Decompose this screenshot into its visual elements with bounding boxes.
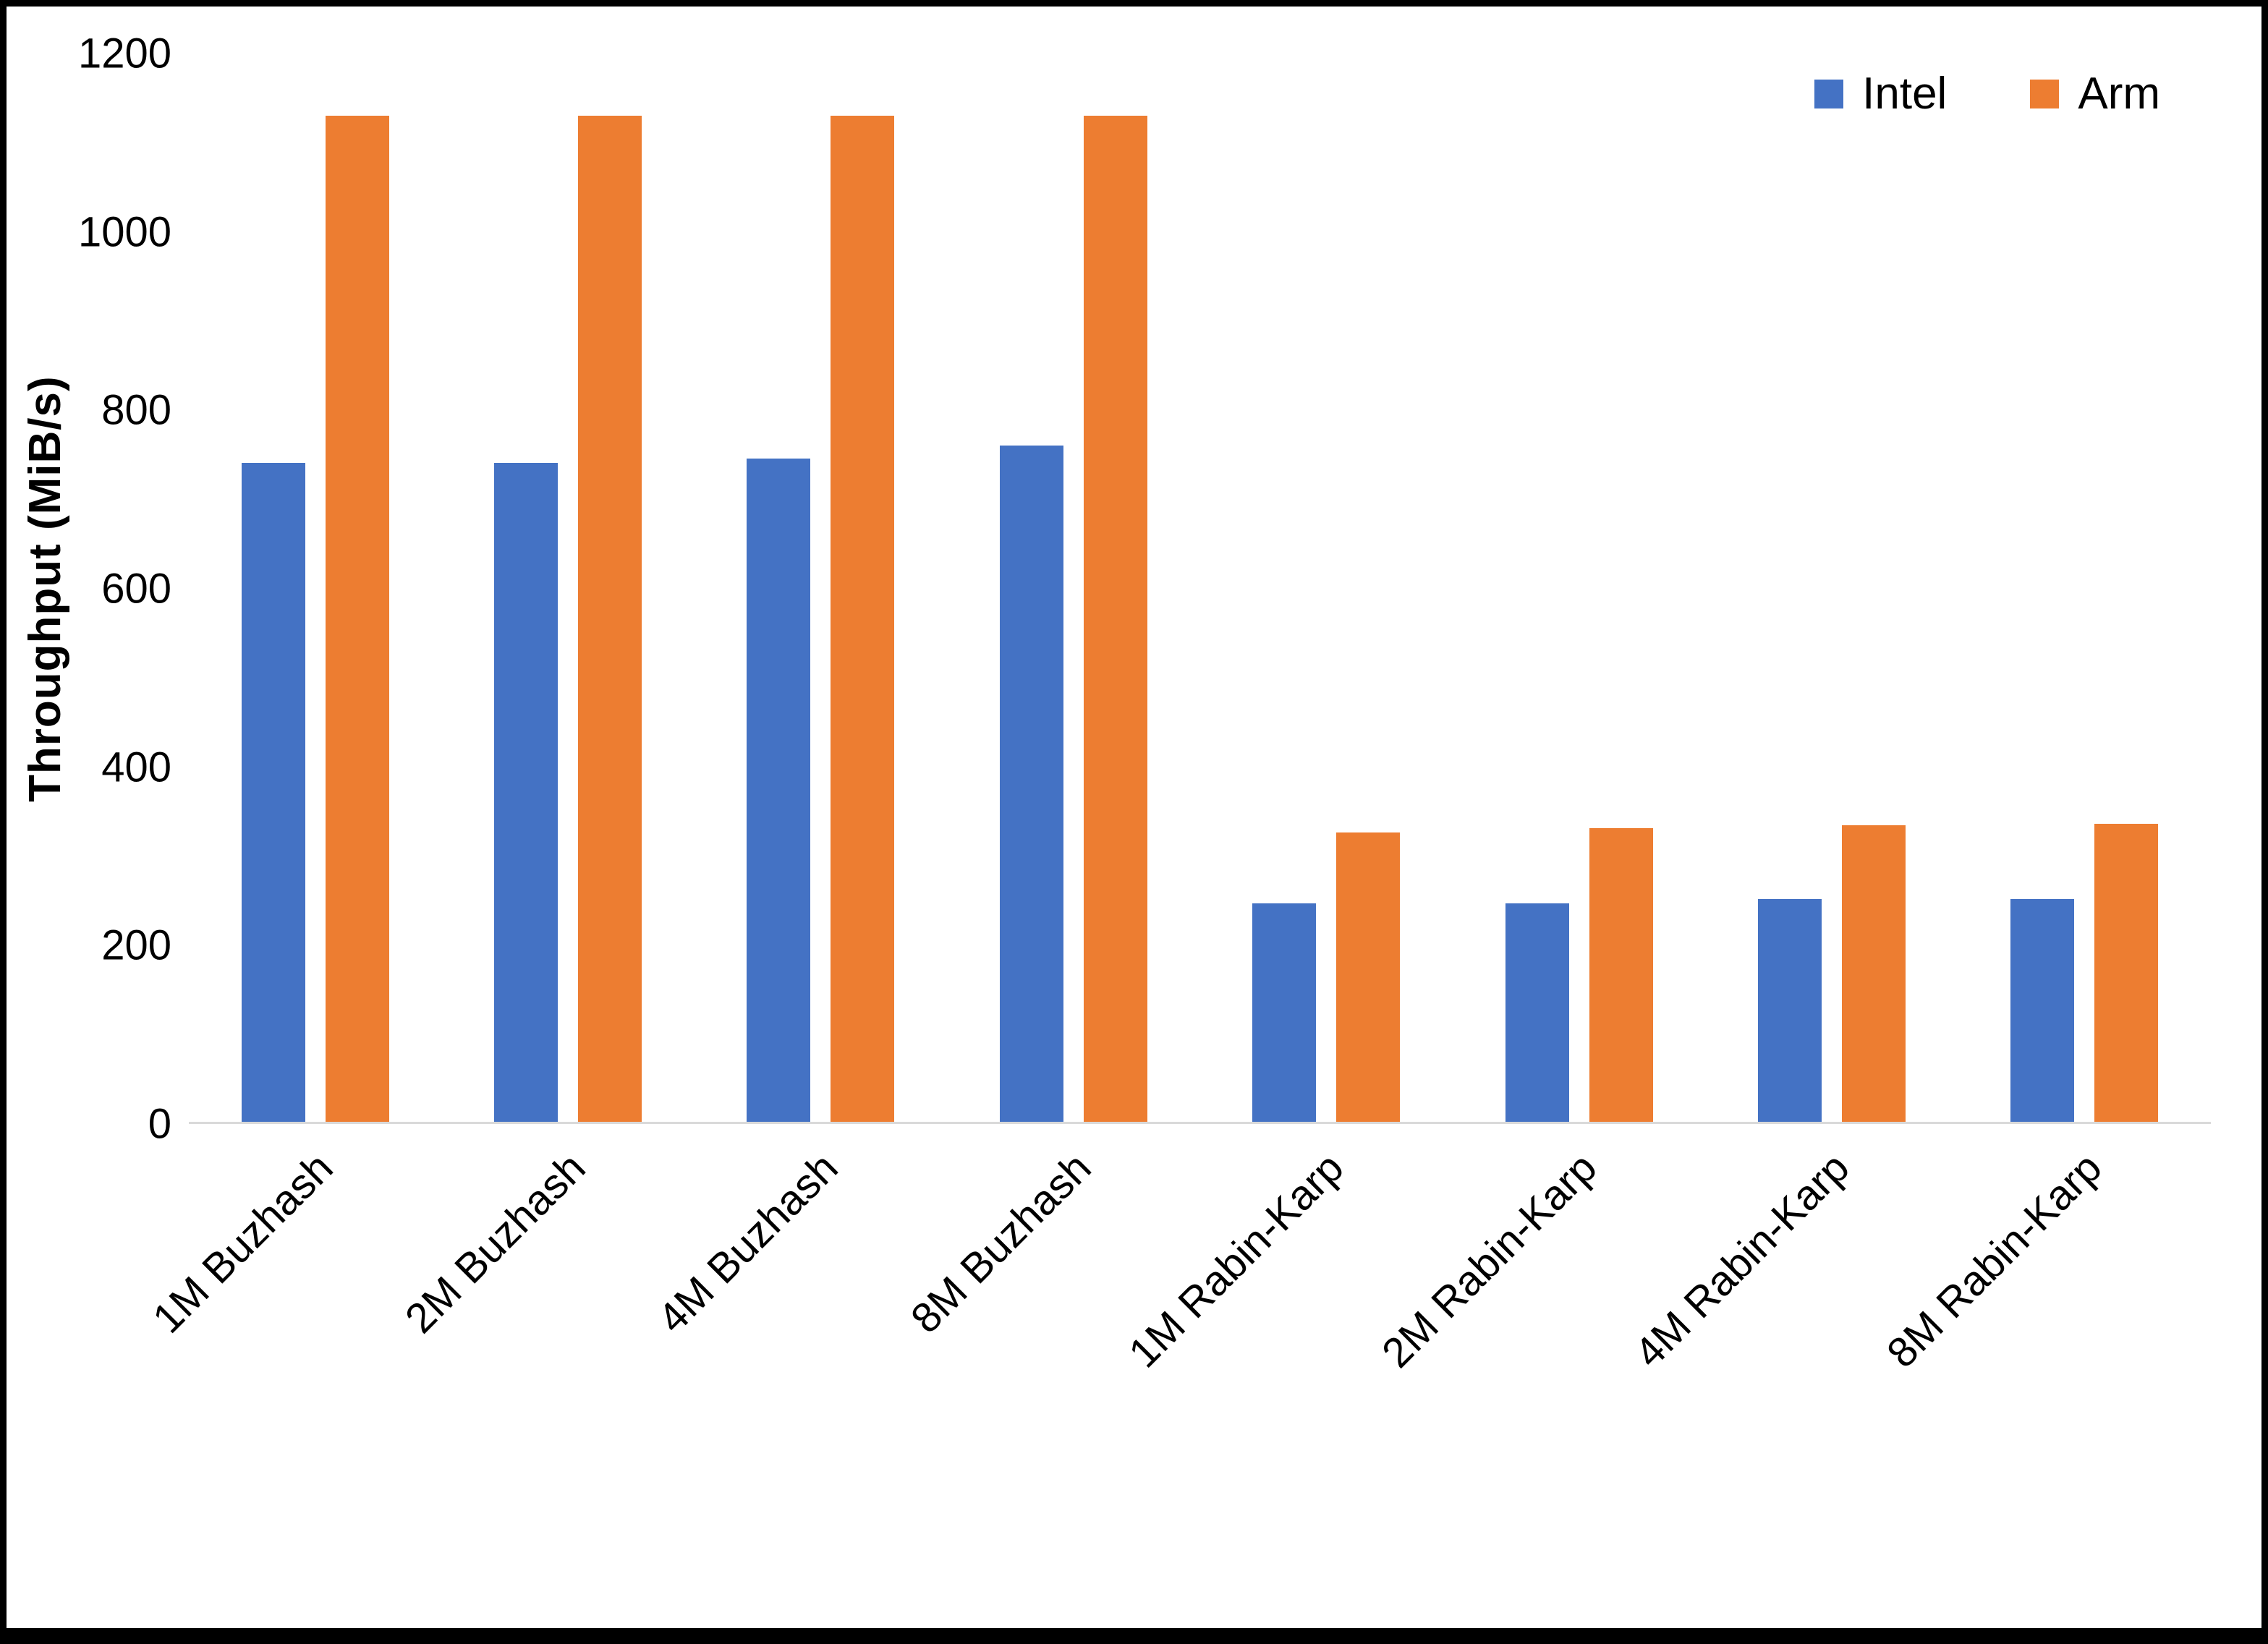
bar-group-7 bbox=[1705, 54, 1958, 1122]
legend-swatch-arm bbox=[2030, 79, 2060, 108]
bar-group-3 bbox=[695, 54, 947, 1122]
bar-arm-6 bbox=[1589, 827, 1653, 1122]
plot-area bbox=[189, 54, 2211, 1124]
legend-label-intel: Intel bbox=[1862, 69, 1948, 119]
bar-group-1 bbox=[189, 54, 441, 1122]
bar-intel-4 bbox=[999, 445, 1063, 1122]
y-tick-label: 200 bbox=[101, 921, 171, 969]
bar-group-2 bbox=[441, 54, 694, 1122]
legend-item-arm: Arm bbox=[2030, 68, 2160, 119]
bar-arm-8 bbox=[2094, 823, 2159, 1122]
bar-intel-3 bbox=[747, 459, 811, 1122]
bar-group-8 bbox=[1958, 54, 2211, 1122]
y-tick-label: 400 bbox=[101, 744, 171, 791]
y-tick-label: 1200 bbox=[77, 30, 171, 77]
bar-intel-2 bbox=[494, 463, 558, 1122]
y-tick-label: 600 bbox=[101, 565, 171, 613]
legend-item-intel: Intel bbox=[1814, 68, 1947, 119]
bar-arm-3 bbox=[831, 116, 895, 1122]
bar-group-4 bbox=[947, 54, 1199, 1122]
y-tick-label: 1000 bbox=[77, 208, 171, 256]
bar-intel-5 bbox=[1252, 903, 1317, 1122]
bar-intel-1 bbox=[241, 463, 305, 1122]
x-axis-labels: 1M Buzhash 2M Buzhash 4M Buzhash 8M Buzhash… bbox=[143, 1126, 2211, 1488]
bar-intel-6 bbox=[1505, 903, 1569, 1122]
bar-arm-1 bbox=[325, 116, 389, 1122]
legend: Intel Arm bbox=[1814, 68, 2160, 119]
bar-intel-8 bbox=[2010, 899, 2075, 1122]
bar-arm-4 bbox=[1083, 116, 1147, 1122]
legend-swatch-intel bbox=[1814, 79, 1844, 108]
bar-arm-7 bbox=[1841, 825, 1906, 1122]
bar-chart: Throughput (MiB/s) 0 200 400 600 800 1000 1200… bbox=[7, 7, 2261, 1628]
bar-arm-2 bbox=[578, 116, 642, 1122]
legend-label-arm: Arm bbox=[2078, 69, 2160, 119]
bar-group-5 bbox=[1200, 54, 1453, 1122]
y-axis-ticks: 0 200 400 600 800 1000 1200 bbox=[7, 30, 171, 1148]
bar-arm-5 bbox=[1336, 832, 1401, 1122]
x-cell-8: 8M Rabin-Karp bbox=[1878, 1126, 2211, 1488]
y-tick-label: 800 bbox=[101, 386, 171, 434]
bar-group-6 bbox=[1453, 54, 1705, 1122]
bar-intel-7 bbox=[1757, 899, 1822, 1122]
x-axis-labels-row: 1M Buzhash 2M Buzhash 4M Buzhash 8M Buzhash… bbox=[143, 1126, 2211, 1488]
y-tick-label: 0 bbox=[148, 1100, 171, 1148]
